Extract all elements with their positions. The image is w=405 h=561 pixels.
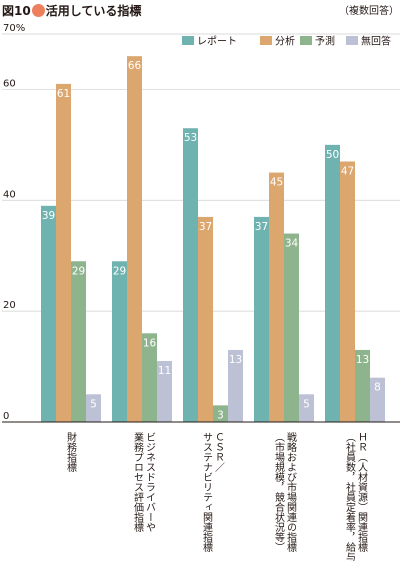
y-tick-label: 20 bbox=[3, 300, 16, 311]
data-label: 37 bbox=[199, 221, 212, 233]
bar bbox=[325, 144, 340, 422]
category-label: ＨＲ（人材資源）関連指標（社員数，社員定着率，給与等） bbox=[344, 432, 368, 561]
data-label: 53 bbox=[184, 132, 197, 144]
data-label: 37 bbox=[255, 221, 268, 233]
data-label: 34 bbox=[285, 238, 299, 250]
figure-title: 活用している指標 bbox=[45, 3, 142, 18]
bar bbox=[41, 205, 56, 422]
category-label-line: ビジネスドライバーや bbox=[144, 432, 156, 532]
data-label: 13 bbox=[229, 354, 242, 366]
data-label: 39 bbox=[42, 210, 55, 222]
figure-label: 図10 bbox=[2, 3, 31, 18]
category-label: 戦略および市場関連の指標（市場規模，競合状況等） bbox=[273, 431, 297, 553]
bar bbox=[213, 405, 228, 422]
bar bbox=[86, 394, 101, 422]
legend: レポート 分析 予測 無回答 bbox=[182, 35, 391, 48]
multiple-answer-note: （複数回答） bbox=[339, 6, 399, 17]
legend-swatch bbox=[260, 36, 272, 45]
bar bbox=[112, 261, 127, 422]
data-label: 13 bbox=[356, 354, 369, 366]
bars bbox=[41, 56, 385, 423]
bar bbox=[198, 216, 213, 422]
data-label: 11 bbox=[158, 365, 171, 377]
bar bbox=[269, 172, 284, 422]
data-label: 8 bbox=[374, 382, 381, 394]
category-label-line: （市場規模，競合状況等） bbox=[273, 432, 285, 552]
bar bbox=[340, 161, 355, 422]
bar bbox=[228, 349, 243, 422]
data-label: 50 bbox=[326, 149, 339, 161]
legend-swatch bbox=[346, 36, 358, 45]
bar bbox=[370, 377, 385, 422]
legend-swatch bbox=[182, 36, 194, 45]
data-label: 66 bbox=[128, 60, 142, 72]
legend-label: 予測 bbox=[315, 35, 335, 48]
legend-swatch bbox=[300, 36, 312, 45]
data-labels: 39 29 53 37 50 61 66 37 45 47 29 16 3 34 13 5 11 13 5 8 bbox=[42, 60, 381, 421]
bar bbox=[355, 349, 370, 422]
bar bbox=[142, 333, 157, 422]
category-label-line: ＣＳＲ／ bbox=[213, 432, 225, 472]
y-tick-label: 70% bbox=[3, 23, 25, 34]
category-label: ＣＳＲ／サステナビリティ関連指標 bbox=[201, 432, 225, 553]
y-tick-label: 40 bbox=[3, 189, 16, 200]
category-label-line: 業務プロセス評価指標 bbox=[132, 431, 144, 533]
bar bbox=[183, 128, 198, 422]
category-label-line: サステナビリティ関連指標 bbox=[201, 432, 213, 553]
data-label: 29 bbox=[113, 265, 126, 277]
data-label: 47 bbox=[341, 165, 354, 177]
figure-dot-icon bbox=[31, 3, 45, 17]
bar bbox=[71, 261, 86, 422]
legend-label: レポート bbox=[197, 36, 237, 48]
axes: 70% 60 40 20 0 bbox=[2, 23, 400, 423]
data-label: 5 bbox=[90, 398, 97, 410]
legend-label: 分析 bbox=[275, 35, 295, 48]
bar bbox=[157, 361, 172, 422]
bar bbox=[56, 83, 71, 422]
data-label: 45 bbox=[270, 177, 283, 189]
y-tick-label: 0 bbox=[3, 411, 9, 422]
data-label: 61 bbox=[57, 88, 70, 100]
category-label-line: 財務指標 bbox=[65, 431, 77, 473]
figure-title-row: 図10 活用している指標 bbox=[2, 2, 141, 18]
data-label: 29 bbox=[72, 265, 85, 277]
data-label: 3 bbox=[217, 409, 224, 421]
bar bbox=[127, 56, 142, 423]
category-label-line: ＨＲ（人材資源）関連指標 bbox=[356, 432, 368, 553]
bar bbox=[284, 233, 299, 422]
legend-label: 無回答 bbox=[361, 35, 391, 48]
data-label: 16 bbox=[143, 337, 157, 349]
category-label-line: 戦略および市場関連の指標 bbox=[285, 431, 297, 553]
y-tick-label: 60 bbox=[3, 78, 16, 89]
bar bbox=[254, 216, 269, 422]
category-label-line: （社員数，社員定着率，給与等） bbox=[344, 432, 356, 561]
category-label: 財務指標 bbox=[65, 431, 77, 473]
bar bbox=[299, 394, 314, 422]
data-label: 5 bbox=[303, 398, 310, 410]
